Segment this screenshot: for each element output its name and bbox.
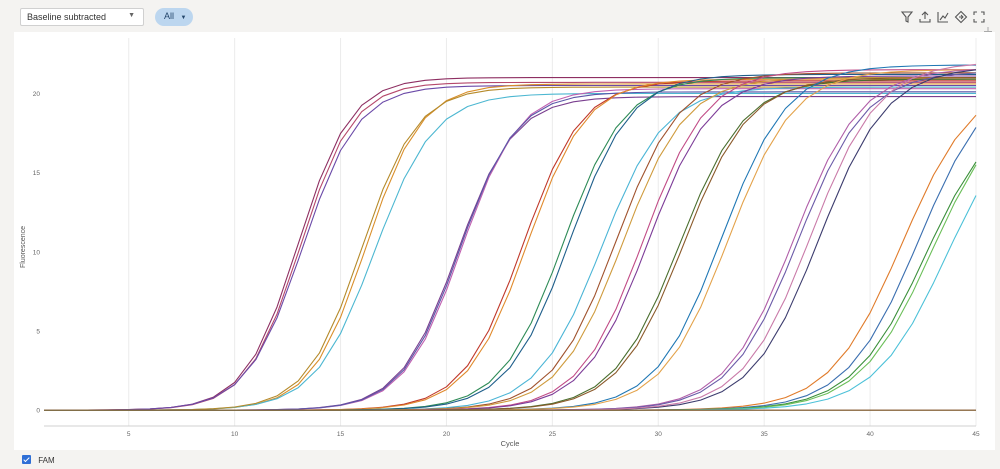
export-icon[interactable] (918, 10, 932, 24)
reset-icon[interactable] (954, 10, 968, 24)
series-line-26[interactable] (44, 63, 977, 411)
x-tick-label: 30 (655, 431, 663, 438)
legend-label-fam: FAM (38, 456, 55, 465)
filter-select[interactable]: All ▼ (155, 8, 193, 26)
x-tick-label: 20 (443, 431, 451, 438)
x-tick-label: 45 (972, 431, 980, 438)
x-tick-label: 25 (549, 431, 557, 438)
chart-tools (890, 10, 1000, 26)
series-line-4[interactable] (44, 83, 976, 411)
legend-checkbox[interactable] (22, 455, 31, 465)
series-line-30[interactable] (44, 164, 977, 411)
grid (128, 38, 977, 426)
chevron-down-icon: ▼ (128, 12, 135, 19)
y-tick-label: 15 (33, 170, 41, 177)
series-line-10[interactable] (44, 80, 976, 411)
series-line-27[interactable] (44, 114, 977, 411)
chart-settings-icon[interactable] (936, 10, 950, 24)
x-axis-label: Cycle (501, 439, 520, 448)
y-tick-label: 10 (33, 249, 41, 256)
y-tick-label: 5 (36, 328, 40, 335)
amplification-chart: 5 10 15 20 25 30 35 40 45 0 5 10 15 20 Fluorescence C… (14, 32, 995, 450)
x-tick-label: 5 (127, 431, 131, 438)
x-tick-label: 40 (866, 431, 874, 438)
series-line-21[interactable] (44, 64, 977, 411)
axes: 5 10 15 20 25 30 35 40 45 0 5 10 15 20 (33, 91, 980, 438)
y-tick-label: 20 (33, 91, 41, 98)
amplification-plot[interactable]: 5 10 15 20 25 30 35 40 45 0 5 10 15 20 Fluorescence C… (14, 32, 995, 450)
y-tick-label: 0 (36, 408, 40, 415)
legend: FAM (22, 455, 55, 468)
chevron-down-icon: ▼ (180, 15, 187, 21)
x-tick-label: 35 (761, 431, 769, 438)
series-line-12[interactable] (44, 77, 976, 411)
series-line-3[interactable] (44, 84, 976, 411)
filter-icon[interactable] (900, 10, 914, 24)
series-line-29[interactable] (44, 161, 977, 411)
y-axis-label: Fluorescence (20, 226, 27, 268)
x-tick-label: 15 (337, 431, 345, 438)
series-line-14[interactable] (44, 86, 976, 411)
x-tick-label: 10 (231, 431, 239, 438)
mode-select[interactable]: Baseline subtracted ▼ (20, 8, 144, 26)
series-line-6[interactable] (44, 86, 976, 411)
series-line-2[interactable] (44, 81, 976, 411)
fullscreen-icon[interactable] (972, 10, 986, 24)
mode-select-value: Baseline subtracted (27, 12, 107, 22)
filter-select-value: All (164, 11, 175, 21)
series-group (44, 63, 977, 411)
chart-toolbar: Baseline subtracted ▼ All ▼ (0, 0, 1000, 96)
